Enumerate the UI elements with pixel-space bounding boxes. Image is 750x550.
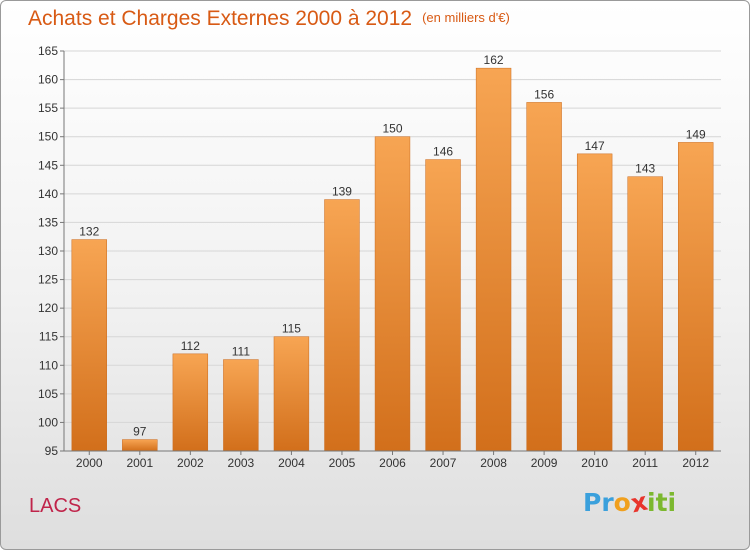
chart-subtitle: (en milliers d'€) (422, 10, 510, 25)
x-tick-label: 2010 (581, 456, 608, 470)
y-tick-label: 100 (38, 415, 58, 429)
bar-value-label: 139 (332, 185, 352, 199)
x-tick-label: 2006 (379, 456, 406, 470)
bar-value-label: 156 (534, 87, 554, 101)
y-tick-label: 160 (38, 73, 58, 87)
bar (122, 439, 158, 452)
bar-layer: 132 97 112 111 115 139 150 146 162 156 147 143 149 (71, 53, 714, 452)
logo-letter: r (601, 488, 614, 517)
y-tick-label: 145 (38, 158, 58, 172)
chart-title-text: Achats et Charges Externes 2000 à 2012 (28, 7, 413, 30)
x-tick-label: 2001 (126, 456, 153, 470)
axis-layer: 95 100 105 110 115 120 125 130 135 140 145 150 155 16… (38, 44, 721, 470)
y-tick-label: 120 (38, 301, 58, 315)
y-tick-label: 150 (38, 130, 58, 144)
chart-title: Achats et Charges Externes 2000 à 2012 (e… (28, 7, 510, 31)
y-tick-label: 135 (38, 215, 58, 229)
proxiti-logo: Proxiti (583, 487, 677, 519)
bar-value-label: 149 (686, 127, 706, 141)
bar (324, 199, 360, 452)
bar (475, 67, 512, 452)
logo-letter: o (613, 488, 631, 517)
bar-value-label: 150 (382, 122, 402, 136)
x-tick-label: 2009 (531, 456, 558, 470)
bar (71, 239, 107, 452)
y-tick-label: 115 (39, 330, 58, 344)
bar-value-label: 143 (635, 162, 655, 176)
bar-value-label: 97 (133, 425, 147, 439)
bar (223, 359, 259, 452)
bar-value-label: 132 (79, 225, 99, 239)
y-tick-label: 140 (38, 187, 58, 201)
x-tick-label: 2007 (430, 456, 457, 470)
y-tick-label: 130 (38, 244, 58, 258)
x-tick-label: 2012 (682, 456, 709, 470)
bar (172, 353, 209, 452)
bar (576, 153, 613, 452)
bar-value-label: 162 (484, 53, 504, 67)
bar (526, 102, 562, 452)
bar-value-label: 147 (585, 139, 605, 153)
bar-value-label: 112 (181, 339, 200, 353)
bar (374, 136, 411, 452)
bar-value-label: 146 (433, 145, 453, 159)
y-tick-label: 125 (38, 273, 58, 287)
logo-letter: P (583, 488, 602, 517)
bar (678, 142, 714, 452)
x-tick-label: 2003 (228, 456, 255, 470)
x-tick-label: 2000 (76, 456, 103, 470)
bar-value-label: 111 (232, 345, 251, 359)
y-tick-label: 155 (38, 101, 58, 115)
y-tick-label: 95 (45, 444, 59, 458)
x-tick-label: 2002 (177, 456, 204, 470)
bar-value-label: 115 (282, 322, 301, 336)
y-tick-label: 105 (38, 387, 58, 401)
logo-letter: t (655, 488, 668, 517)
logo-letter: i (667, 488, 677, 517)
bar (425, 159, 461, 452)
logo-letter: i (647, 488, 656, 517)
x-tick-label: 2008 (480, 456, 507, 470)
x-tick-label: 2004 (278, 456, 305, 470)
bar (627, 176, 663, 452)
y-tick-label: 110 (39, 358, 58, 372)
place-label: LACS (29, 495, 82, 517)
x-tick-label: 2005 (329, 456, 356, 470)
x-tick-label: 2011 (632, 456, 658, 470)
bar (273, 336, 310, 452)
y-tick-label: 165 (38, 44, 58, 58)
